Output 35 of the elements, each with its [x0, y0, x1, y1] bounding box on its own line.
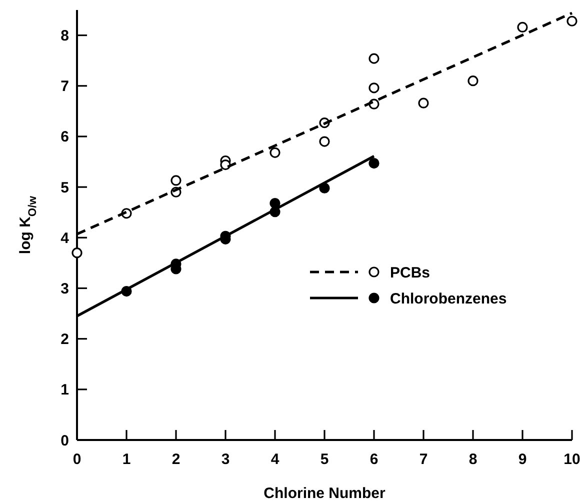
y-tick-label: 4 [60, 230, 70, 247]
point [72, 248, 82, 258]
point [368, 53, 380, 64]
y-tick-label: 0 [60, 432, 69, 450]
y-tick-label: 3 [60, 280, 69, 298]
point [368, 158, 380, 169]
point [319, 136, 330, 147]
point [270, 147, 280, 158]
point [517, 22, 528, 32]
point [170, 175, 182, 186]
x-tick-label: 10 [564, 451, 580, 468]
point [270, 198, 280, 209]
x-tick-label: 2 [172, 451, 180, 468]
y-tick-label: 6 [60, 128, 69, 146]
y-tick-label: 2 [60, 331, 69, 348]
x-tick-label: 3 [221, 451, 230, 468]
x-tick-label: 1 [122, 451, 131, 468]
y-tick-label: 8 [60, 28, 69, 45]
x-tick-label: 8 [468, 451, 478, 468]
x-axis-title: Chlorine Number [264, 485, 386, 502]
x-tick-label: 6 [370, 451, 378, 468]
point [368, 82, 380, 94]
y-tick-label: 1 [60, 382, 69, 399]
legend-label: PCBs [390, 264, 430, 282]
point [418, 98, 429, 108]
x-tick-label: 0 [72, 451, 82, 468]
x-tick-label: 9 [518, 451, 527, 468]
y-tick-label: 5 [60, 179, 69, 196]
legend-label: Chlorobenzenes [390, 290, 507, 308]
x-tick-label: 5 [320, 451, 329, 468]
point [566, 16, 578, 26]
x-tick-label: 4 [270, 451, 280, 468]
y-tick-label: 7 [60, 78, 69, 96]
x-tick-label: 7 [419, 451, 428, 468]
point [468, 76, 478, 86]
